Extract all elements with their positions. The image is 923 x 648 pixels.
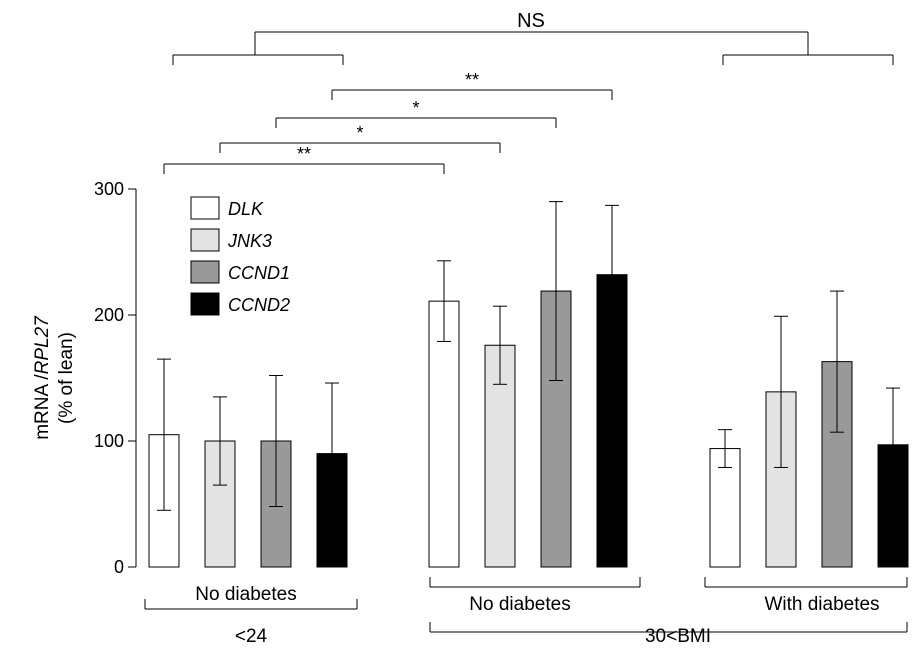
bar-g2-dlk [428,300,460,568]
significance-label-2: * [412,98,419,118]
bracket-bmi-lean [144,599,358,610]
annotations: No diabetes <24 No diabetes With diabetes 30… [144,10,908,647]
y-tick-label-300: 300 [94,179,124,199]
bmi-label-lean: <24 [235,626,268,647]
significance-bracket-1 [331,89,613,100]
legend-label-ccnd1: CCND1 [228,263,290,283]
legend-label-dlk: DLK [228,199,264,219]
y-tick-label-0: 0 [114,557,124,577]
group-label-2: No diabetes [469,594,570,615]
legend-swatch-ccnd2 [190,292,220,316]
group-label-3: With diabetes [764,594,879,615]
y-tick-label-100: 100 [94,431,124,451]
significance-bracket-3 [219,142,501,153]
y-axis-label-line1: mRNA /RPL27 [32,315,53,440]
significance-bracket-2 [275,117,557,128]
bmi-label-obese: 30<BMI [645,626,711,647]
axes: 0 100 200 300 [94,179,137,577]
bracket-group-3 [704,577,908,588]
legend-swatch-dlk [190,196,220,220]
legend: DLK JNK3 CCND1 CCND2 [190,196,290,316]
legend-label-jnk3: JNK3 [227,231,272,251]
legend-swatch-jnk3 [190,228,220,252]
top-bracket-diabetes [722,54,894,65]
bar-g3-dlk [709,448,741,568]
legend-swatch-ccnd1 [190,260,220,284]
y-tick-label-200: 200 [94,305,124,325]
significance-bracket-4 [163,163,445,174]
bars [148,201,909,568]
group-label-1: No diabetes [195,584,296,605]
y-axis-label: mRNA /RPL27 (% of lean) [32,315,77,440]
significance-ns: NS [517,10,545,32]
bracket-group-2 [429,577,641,588]
top-bracket-lean [172,54,344,65]
significance-label-1: ** [465,70,479,90]
legend-label-ccnd2: CCND2 [228,295,290,315]
y-axis-label-line2: (% of lean) [56,332,77,424]
significance-label-4: ** [297,144,311,164]
significance-label-3: * [356,123,363,143]
